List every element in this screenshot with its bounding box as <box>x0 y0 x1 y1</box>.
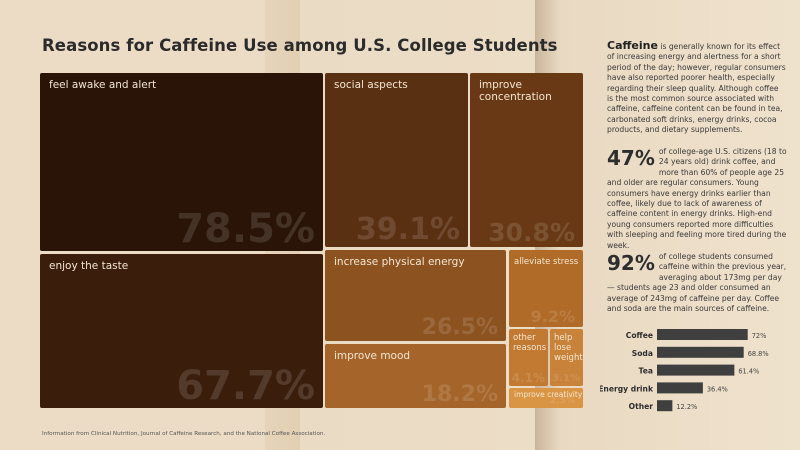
bar-value-label: 72% <box>752 332 767 340</box>
treemap-label: other reasons <box>513 333 547 353</box>
treemap-cell-feel-awake-and-alert: feel awake and alert 78.5% <box>40 73 323 251</box>
bar-tea <box>657 364 735 376</box>
stat2-text: of college students consumed caffeine wi… <box>607 252 787 314</box>
treemap-value: 18.2% <box>421 382 498 407</box>
treemap-value: 39.1% <box>355 212 460 247</box>
stat1-value: 47% <box>607 146 655 170</box>
stat2-value: 92% <box>607 251 655 275</box>
treemap-label: feel awake and alert <box>49 79 157 91</box>
chart-title: Reasons for Caffeine Use among U.S. Coll… <box>42 36 558 55</box>
bar-value-label: 61.4% <box>738 368 759 376</box>
bar-soda <box>657 346 744 358</box>
source-footer: Information from Clinical Nutrition, Jou… <box>42 431 326 437</box>
treemap-cell-improve-concentration: improve concentration 30.8% <box>470 73 583 247</box>
treemap-value: 2.5% <box>550 396 575 406</box>
intro-lead: Caffeine <box>607 39 658 52</box>
treemap-value: 26.5% <box>421 315 498 340</box>
treemap-cell-improve-mood: improve mood 18.2% <box>325 344 506 408</box>
treemap-label: social aspects <box>334 79 408 91</box>
stat1-text: of college-age U.S. citizens (18 to 24 y… <box>607 147 787 250</box>
treemap-value: 78.5% <box>176 206 315 251</box>
bar-energy-drink <box>657 382 703 394</box>
treemap-label: improve creativity <box>514 390 583 399</box>
caffeine-source-bar-chart: Coffee 72% Soda 68.8% Tea 61.4% Energy drink 36… <box>600 329 769 412</box>
bar-category-label: Tea <box>639 367 653 376</box>
intro-text: is generally known for its effect of inc… <box>607 42 786 135</box>
bar-value-label: 68.8% <box>748 350 769 358</box>
treemap-value: 30.8% <box>488 218 575 247</box>
bar-category-label: Soda <box>632 349 653 358</box>
intro-paragraph: Caffeine is generally known for its effe… <box>607 39 787 136</box>
treemap-label: improve mood <box>334 350 411 362</box>
treemap-value: 67.7% <box>176 363 315 408</box>
treemap-label: help lose weight <box>554 333 583 363</box>
treemap-label: alleviate stress <box>514 257 579 267</box>
treemap-label: enjoy the taste <box>49 260 129 272</box>
treemap-cell-social-aspects: social aspects 39.1% <box>325 73 468 247</box>
bar-category-label: Energy drink <box>600 384 654 393</box>
treemap-value: 3.1% <box>552 373 580 384</box>
stat-block-2: 92% of college students consumed caffein… <box>607 252 787 314</box>
treemap-cell-increase-physical-energy: increase physical energy 26.5% <box>325 250 506 341</box>
treemap-cell-other-reasons: other reasons 4.1% <box>509 329 548 386</box>
bar-category-label: Coffee <box>626 331 653 340</box>
bar-value-label: 36.4% <box>707 385 728 393</box>
bar-value-label: 12.2% <box>676 403 697 411</box>
bar-coffee <box>657 329 748 340</box>
treemap-value: 4.1% <box>511 371 545 385</box>
treemap: feel awake and alert 78.5% enjoy the taste… <box>40 73 588 411</box>
treemap-value: 9.2% <box>530 307 575 326</box>
treemap-cell-improve-creativity: improve creativity 2.5% <box>509 388 583 408</box>
bar-other <box>657 400 673 412</box>
treemap-label: improve concentration <box>479 79 552 103</box>
treemap-cell-enjoy-the-taste: enjoy the taste 67.7% <box>40 254 323 408</box>
treemap-cell-help-lose-weight: help lose weight 3.1% <box>550 329 583 386</box>
treemap-label: increase physical energy <box>334 256 465 268</box>
treemap-cell-alleviate-stress: alleviate stress 9.2% <box>509 250 583 327</box>
bar-category-label: Other <box>629 402 654 411</box>
stat-block-1: 47% of college-age U.S. citizens (18 to … <box>607 147 787 251</box>
